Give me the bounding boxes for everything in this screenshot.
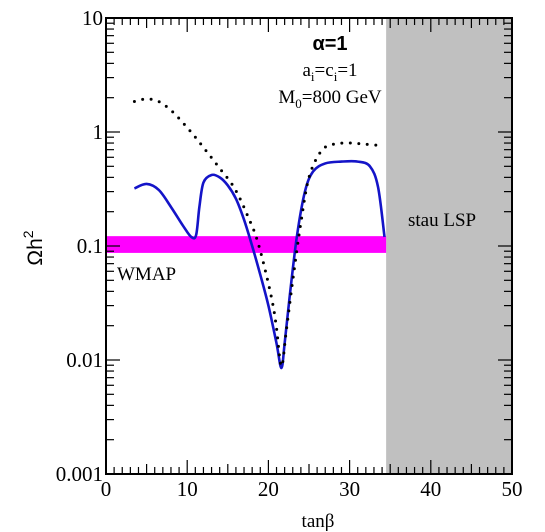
y-tick-label: 0.01 — [66, 348, 103, 372]
x-tick-label: 30 — [339, 477, 360, 501]
wmap-label: WMAP — [117, 264, 176, 285]
y-axis-label: Ωh2 — [20, 230, 47, 265]
alpha-annotation: α=1 — [312, 33, 347, 55]
stau-lsp-label: stau LSP — [408, 210, 476, 231]
tick-labels-layer: 0 10 20 30 40 50 0.001 0.01 0.1 1 10 — [56, 6, 523, 501]
bands-layer — [106, 18, 512, 474]
solid-curve — [133, 159, 386, 370]
stau-lsp-region — [386, 18, 512, 474]
x-tick-label: 20 — [258, 477, 279, 501]
curves-layer — [132, 97, 386, 370]
x-tick-label: 40 — [420, 477, 441, 501]
y-tick-label: 10 — [82, 6, 103, 30]
m0-annotation: M0=800 GeV — [278, 87, 382, 111]
y-tick-label: 1 — [93, 120, 104, 144]
wmap-band — [106, 236, 387, 253]
x-tick-label: 0 — [101, 477, 112, 501]
x-axis-label: tanβ — [302, 511, 335, 532]
ticks-layer — [105, 18, 513, 475]
coupling-annotation: ai=ci=1 — [302, 60, 357, 84]
y-tick-label: 0.1 — [77, 234, 103, 258]
x-tick-label: 50 — [502, 477, 523, 501]
plot-frame — [105, 17, 513, 475]
x-tick-label: 10 — [177, 477, 198, 501]
y-tick-label: 0.001 — [56, 462, 103, 486]
